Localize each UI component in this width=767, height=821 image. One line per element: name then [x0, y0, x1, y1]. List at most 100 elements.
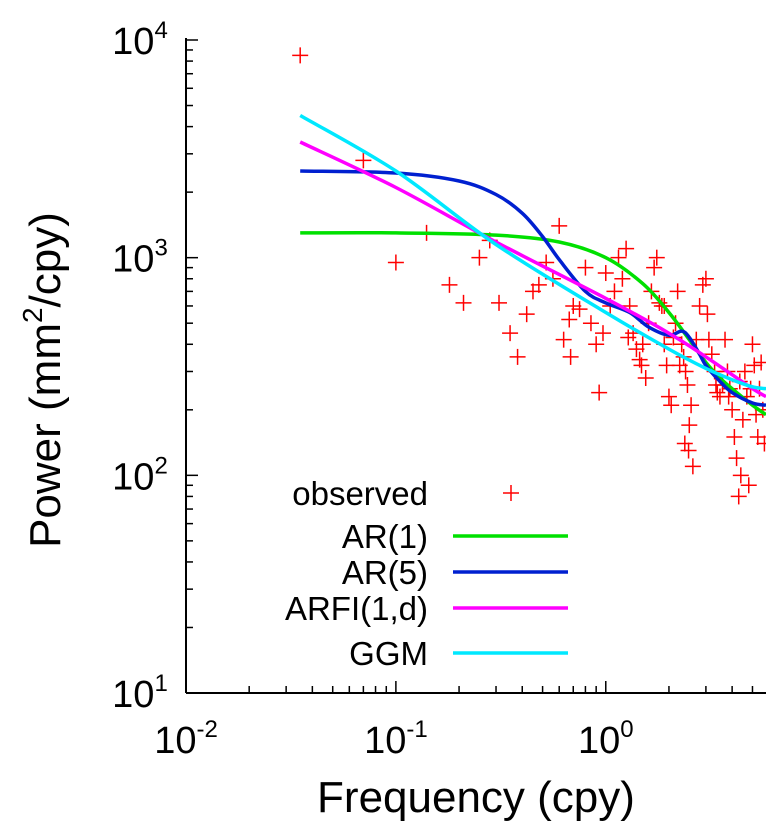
observed-point: [551, 217, 568, 234]
observed-point: [591, 384, 608, 401]
y-axis-label-prefix: Power (mm: [21, 323, 70, 548]
observed-point: [577, 259, 594, 276]
observed-point: [637, 370, 654, 387]
observed-point: [680, 442, 697, 459]
x-axis-ticks: 10-2 10-1 100: [154, 681, 754, 762]
observed-point: [744, 336, 761, 353]
series-line-ggm: [299, 113, 766, 391]
observed-point: [597, 265, 614, 282]
observed-point: [582, 315, 599, 332]
legend-label: AR(5): [342, 554, 428, 591]
observed-point: [684, 458, 701, 475]
legend-label: ARFI(1,d): [285, 590, 428, 627]
legend-item: ARFI(1,d): [285, 590, 568, 627]
observed-point: [509, 348, 526, 365]
y-tick-exp: 4: [154, 17, 167, 44]
observed-point: [749, 429, 766, 446]
x-tick-label: 100: [578, 716, 634, 762]
series-line-ar-1: [300, 230, 766, 417]
observed-point: [700, 331, 717, 348]
observed-point: [441, 276, 458, 293]
observed-point: [663, 397, 680, 414]
x-tick-base: 10: [154, 720, 196, 762]
legend-item: AR(1): [342, 518, 568, 555]
observed-point: [732, 467, 749, 484]
x-axis-label: Frequency (cpy): [317, 773, 635, 821]
y-tick-base: 10: [112, 456, 154, 498]
y-tick-exp: 1: [154, 670, 167, 697]
legend: observed AR(1)AR(5)ARFI(1,d) GGM: [285, 475, 568, 672]
observed-point: [683, 397, 700, 414]
x-tick-exp: -1: [406, 716, 427, 743]
observed-point: [387, 254, 404, 271]
observed-point: [633, 357, 650, 374]
observed-point: [734, 411, 751, 428]
legend-item: AR(5): [342, 554, 568, 591]
observed-point: [355, 152, 372, 169]
observed-point: [620, 329, 637, 346]
observed-point: [530, 276, 547, 293]
x-tick-exp: 0: [620, 716, 633, 743]
y-tick-base: 10: [112, 239, 154, 281]
observed-point: [697, 270, 714, 287]
observed-point: [648, 249, 665, 266]
observed-point: [736, 363, 753, 380]
observed-point: [555, 331, 572, 348]
x-tick-label: 10-2: [154, 716, 218, 762]
legend-item: GGM: [349, 635, 568, 672]
observed-point: [606, 283, 623, 300]
observed-point: [471, 249, 488, 266]
y-axis-label-sup: 2: [17, 307, 48, 323]
observed-point: [565, 297, 582, 314]
observed-point: [646, 259, 663, 276]
y-tick-label: 103: [112, 235, 168, 281]
x-tick-base: 10: [578, 720, 620, 762]
legend-label: AR(1): [342, 518, 428, 555]
observed-point: [730, 488, 747, 505]
observed-point: [502, 325, 519, 342]
model-series: [299, 113, 766, 417]
observed-point: [681, 417, 698, 434]
y-tick-exp: 3: [154, 235, 167, 262]
y-tick-base: 10: [112, 21, 154, 63]
y-tick-label: 101: [112, 670, 168, 716]
x-tick-label: 10-1: [364, 716, 428, 762]
y-tick-base: 10: [112, 674, 154, 716]
observed-point: [669, 283, 686, 300]
observed-point: [726, 429, 743, 446]
y-tick-exp: 2: [154, 452, 167, 479]
observed-point: [691, 297, 708, 314]
observed-point: [594, 325, 611, 342]
legend-item: observed: [292, 475, 519, 512]
y-tick-label: 102: [112, 452, 168, 498]
observed-point: [660, 388, 677, 405]
observed-point: [614, 270, 631, 287]
observed-point: [571, 301, 588, 318]
legend-label: observed: [292, 475, 428, 512]
observed-point: [491, 294, 508, 311]
observed-point: [694, 276, 711, 293]
observed-point: [699, 306, 716, 323]
observed-point: [618, 240, 635, 257]
observed-point: [728, 450, 745, 467]
observed-point: [679, 377, 696, 394]
observed-point: [756, 435, 766, 452]
observed-point: [740, 477, 757, 494]
observed-point: [676, 435, 693, 452]
observed-point: [677, 363, 694, 380]
observed-point: [746, 357, 763, 374]
observed-point: [753, 354, 766, 371]
observed-point: [562, 348, 579, 365]
observed-point: [561, 311, 578, 328]
observed-series: [292, 47, 766, 505]
y-axis-label: Power (mm2/cpy): [17, 212, 70, 548]
y-tick-label: 104: [112, 17, 168, 63]
observed-point: [455, 294, 472, 311]
series-line-ar-5: [300, 169, 766, 407]
y-axis-label-suffix: /cpy): [21, 212, 70, 307]
observed-point: [724, 401, 741, 418]
observed-point: [634, 336, 651, 353]
observed-point: [518, 306, 535, 323]
